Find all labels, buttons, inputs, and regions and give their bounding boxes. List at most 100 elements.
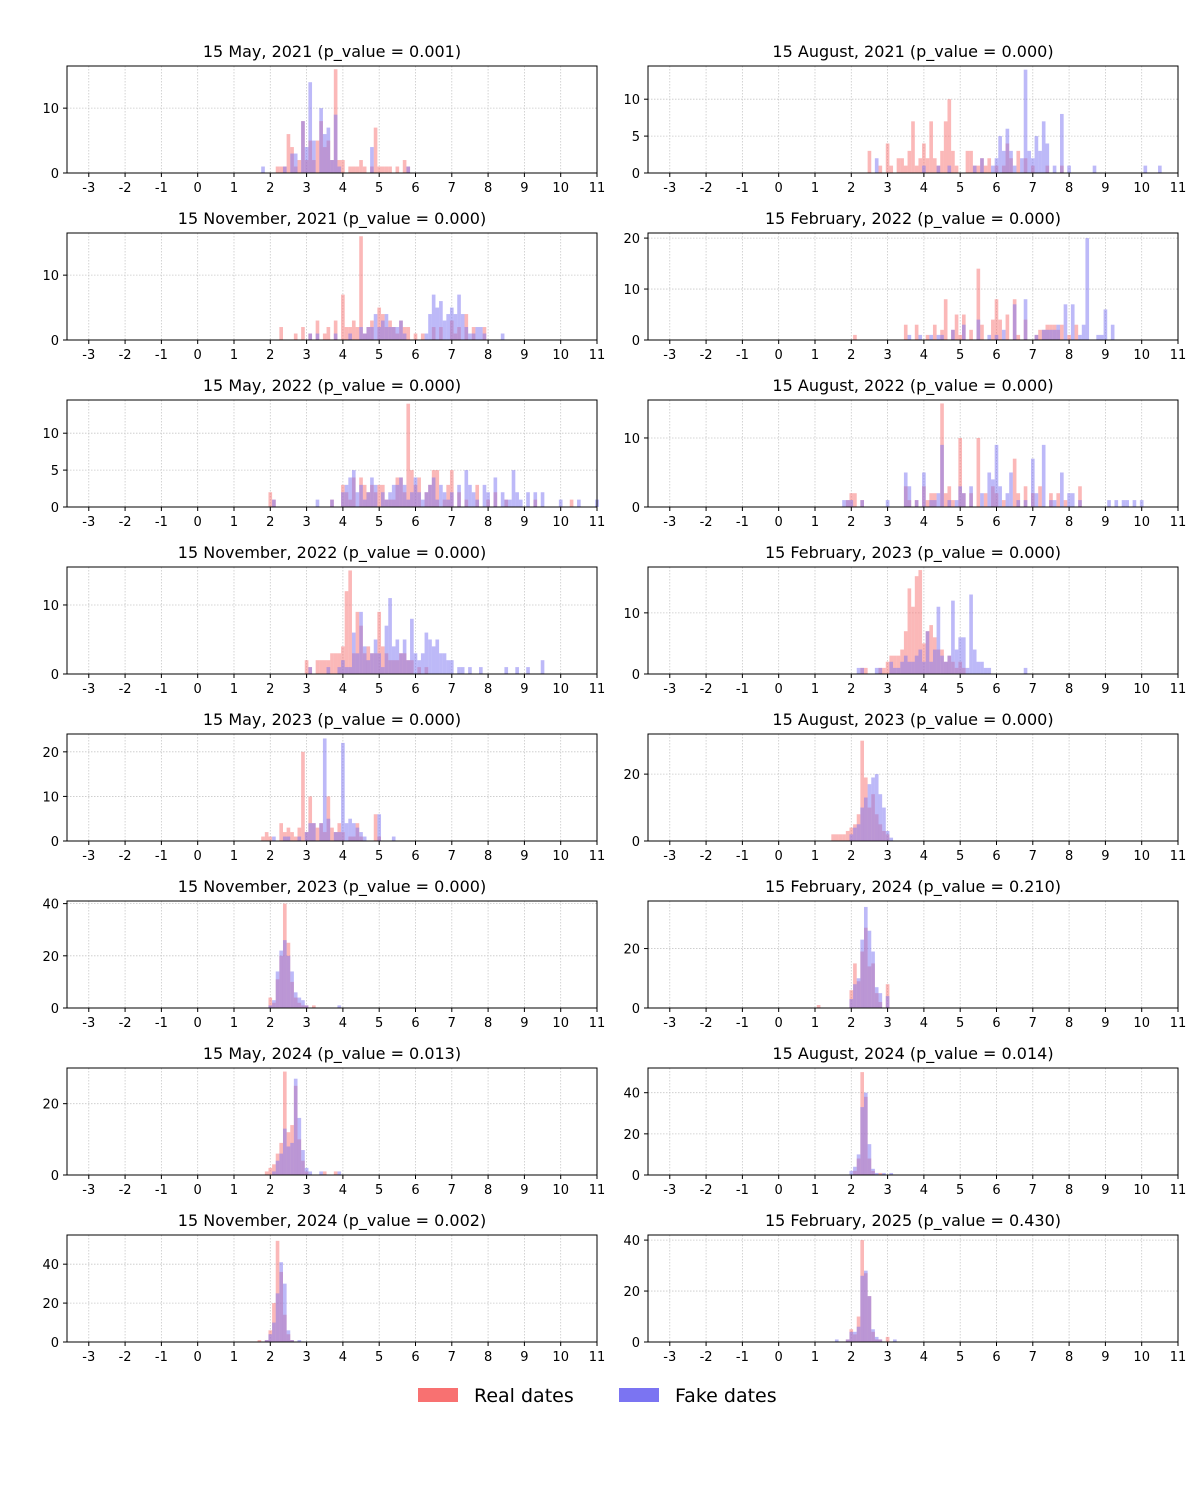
x-tick-label: 6 [411, 849, 419, 864]
x-tick-label: 1 [811, 682, 819, 697]
fake-dates-bar [1045, 143, 1050, 173]
fake-dates-bar [286, 955, 291, 1008]
fake-dates-bar [1023, 667, 1028, 674]
x-tick-label: -3 [663, 348, 676, 363]
fake-dates-bar [435, 639, 440, 674]
x-tick-label: -2 [119, 849, 132, 864]
x-tick-label: 2 [266, 1183, 274, 1198]
fake-dates-bar [417, 660, 421, 674]
fake-dates-bar [874, 1172, 879, 1175]
real-dates-bar [362, 484, 367, 507]
x-tick-label: 9 [520, 1350, 528, 1365]
fake-dates-bar [268, 1005, 273, 1008]
x-tick-label: 4 [339, 348, 347, 363]
fake-dates-bar [330, 160, 334, 173]
fake-dates-bar [286, 836, 291, 841]
fake-dates-bar [319, 1171, 323, 1175]
real-dates-bar [286, 134, 291, 173]
fake-dates-bar [275, 1293, 280, 1342]
fake-dates-bar [976, 661, 981, 674]
x-tick-label: 6 [411, 348, 419, 363]
x-tick-label: 5 [375, 181, 383, 196]
fake-dates-bar [431, 294, 436, 340]
x-tick-label: 4 [920, 515, 928, 530]
fake-dates-bar [341, 742, 345, 841]
real-dates-bar [319, 660, 323, 674]
x-tick-label: -3 [82, 682, 95, 697]
fake-dates-bar [907, 661, 912, 674]
y-tick-label: 0 [632, 334, 640, 349]
fake-dates-bar [853, 1331, 857, 1342]
x-tick-label: 7 [1029, 1350, 1037, 1365]
x-tick-label: -1 [736, 1350, 749, 1365]
real-dates-bar [330, 827, 334, 841]
x-tick-label: 1 [230, 515, 238, 530]
fake-dates-bar [282, 1283, 287, 1342]
x-tick-label: -2 [700, 682, 713, 697]
y-tick-label: 0 [632, 835, 640, 850]
fake-dates-bar [355, 492, 360, 507]
real-dates-bar [301, 327, 305, 340]
x-tick-label: 5 [375, 849, 383, 864]
x-tick-label: 7 [448, 682, 456, 697]
x-tick-label: 5 [956, 181, 964, 196]
fake-dates-bar [871, 1329, 875, 1342]
real-dates-bar [918, 158, 923, 173]
real-dates-bar [969, 329, 973, 340]
fake-dates-bar [395, 484, 400, 507]
axes-frame [647, 1234, 1179, 1343]
fake-dates-bar [1052, 165, 1057, 173]
x-tick-label: 11 [1170, 181, 1187, 196]
fake-dates-bar [264, 1340, 269, 1342]
x-tick-label: 6 [992, 682, 1000, 697]
real-dates-bar [315, 827, 320, 841]
x-tick-label: 7 [448, 348, 456, 363]
fake-dates-bar [341, 660, 345, 674]
x-tick-label: 2 [266, 181, 274, 196]
fake-dates-bar [577, 499, 581, 507]
fake-dates-bar [290, 153, 294, 173]
fake-dates-bar [326, 667, 331, 674]
fake-dates-bar [947, 500, 952, 507]
fake-dates-bar [424, 632, 429, 674]
y-tick-label: 5 [632, 130, 640, 145]
fake-dates-bar [442, 320, 447, 340]
real-dates-bar [998, 319, 1002, 340]
real-dates-bar [359, 236, 363, 340]
fake-dates-bar [962, 324, 966, 340]
x-tick-label: 5 [375, 1183, 383, 1198]
x-tick-label: 8 [1065, 181, 1073, 196]
fake-dates-bar [413, 653, 418, 674]
fake-dates-bar [344, 667, 349, 674]
real-dates-bar [853, 334, 857, 340]
x-tick-label: 11 [1170, 348, 1187, 363]
real-dates-bar [900, 158, 904, 173]
real-dates-bar [257, 1340, 262, 1342]
bars-group [831, 740, 894, 841]
fake-dates-bar [925, 631, 930, 674]
fake-dates-bar [918, 649, 923, 674]
x-tick-label: 2 [847, 348, 855, 363]
real-dates-bar [279, 823, 283, 841]
fake-dates-bar [326, 127, 331, 173]
fake-dates-bar [479, 667, 483, 674]
fake-dates-bar [1067, 493, 1071, 507]
real-dates-bar [976, 437, 981, 507]
fake-dates-bar [446, 499, 450, 507]
fake-dates-bar [261, 166, 265, 173]
axes-frame [647, 900, 1179, 1009]
x-tick-label: 8 [484, 1183, 492, 1198]
fake-dates-bar [994, 334, 999, 340]
real-dates-bar [816, 1005, 821, 1008]
panel-title: 15 May, 2024 (p_value = 0.013) [203, 1044, 461, 1064]
fake-dates-bar [972, 165, 977, 173]
bars-group [279, 236, 505, 340]
fake-dates-bar [384, 314, 389, 340]
fake-dates-bar [362, 333, 367, 340]
x-tick-label: 4 [339, 1016, 347, 1031]
x-tick-label: 0 [775, 682, 783, 697]
fake-dates-bar [351, 470, 356, 507]
x-tick-label: 2 [266, 348, 274, 363]
fake-dates-bar [406, 166, 411, 173]
x-tick-label: 11 [589, 1350, 606, 1365]
